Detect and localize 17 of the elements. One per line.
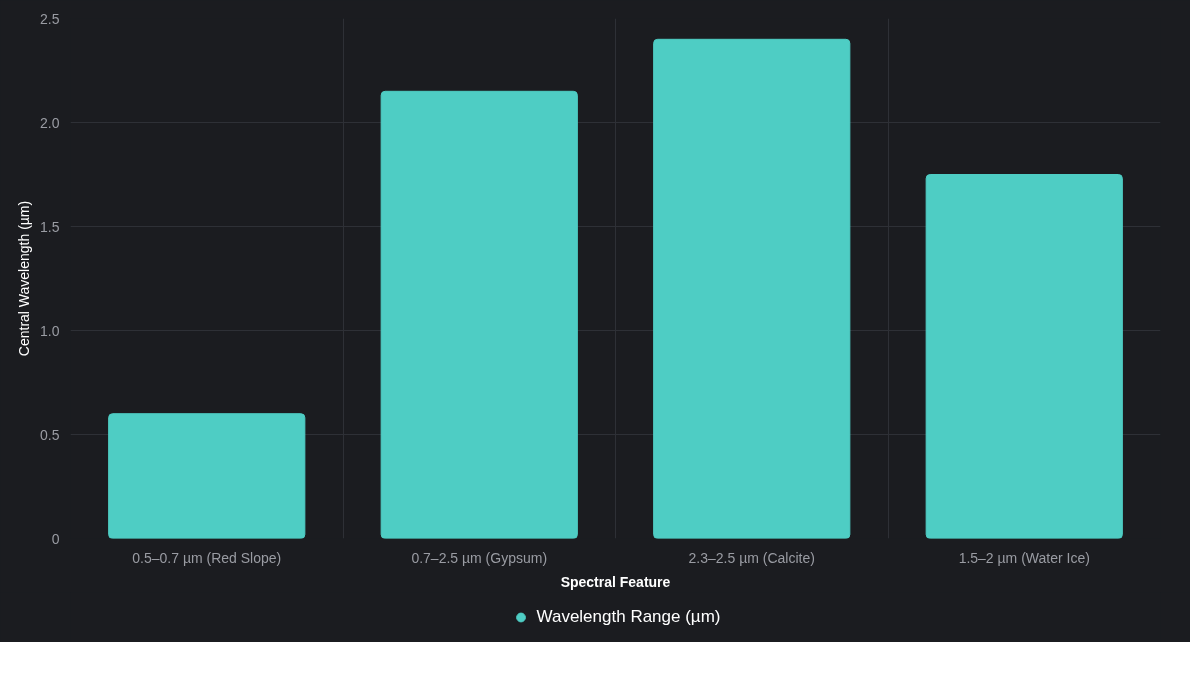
- bar: [380, 90, 578, 539]
- x-axis-title: Spectral Feature: [560, 573, 671, 590]
- legend-label: Wavelength Range (µm): [536, 607, 721, 627]
- x-tick-label: 0.7–2.5 µm (Gypsum): [411, 549, 548, 566]
- y-axis-title: Central Wavelength (µm): [16, 200, 33, 357]
- y-tick-label: 1.5: [40, 218, 60, 235]
- y-tick-label: 1.0: [40, 322, 60, 339]
- y-tick-label: 2.5: [40, 10, 60, 27]
- bar: [108, 413, 306, 539]
- x-tick-label: 2.3–2.5 µm (Calcite): [688, 549, 815, 566]
- y-tick-label: 2.0: [40, 114, 60, 131]
- x-tick-label: 1.5–2 µm (Water Ice): [958, 549, 1090, 566]
- bar: [925, 174, 1123, 539]
- y-tick-label: 0: [51, 530, 60, 547]
- x-tick-label: 0.5–0.7 µm (Red Slope): [132, 549, 282, 566]
- bar: [653, 38, 851, 539]
- y-tick-label: 0.5: [40, 426, 60, 443]
